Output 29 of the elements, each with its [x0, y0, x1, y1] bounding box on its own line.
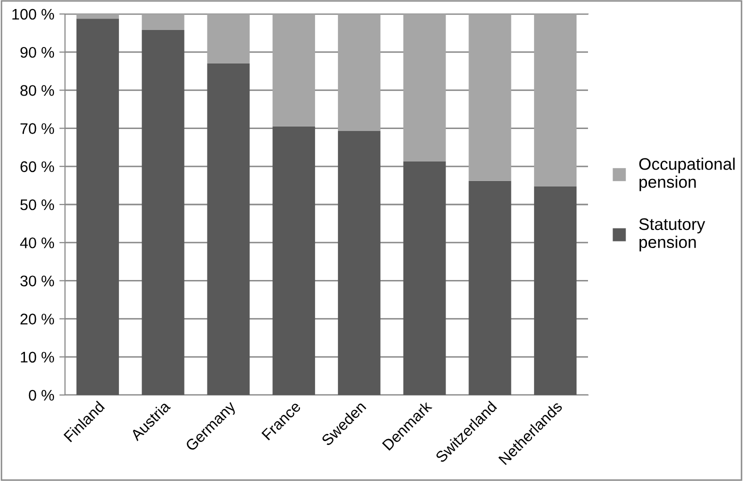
- y-tick-label: 90 %: [20, 46, 54, 58]
- y-tick-label: 20 %: [20, 314, 54, 324]
- y-tick-label: 50 %: [20, 199, 54, 210]
- bar: [468, 180, 512, 395]
- y-tick-label: 30 %: [20, 276, 54, 286]
- bar: [534, 186, 577, 395]
- bar: [142, 30, 184, 395]
- y-tick-label: 70 %: [20, 123, 54, 134]
- bar: [403, 161, 446, 395]
- bar: [76, 18, 119, 395]
- bar: [207, 64, 250, 395]
- y-tick-label: 0 %: [28, 390, 54, 401]
- y-tick-label: 100 %: [12, 8, 54, 20]
- bar: [272, 14, 316, 126]
- bar: [403, 14, 446, 162]
- bar: [207, 14, 250, 64]
- legend-label: Statutory pension: [639, 218, 706, 252]
- bar: [534, 14, 577, 186]
- y-tick-label: 10 %: [20, 352, 54, 363]
- y-tick-label: 80 %: [20, 85, 54, 96]
- y-tick-label: 60 %: [20, 161, 54, 172]
- bar: [142, 14, 184, 30]
- bar: [338, 130, 380, 395]
- bar: [338, 14, 380, 131]
- legend-label: Occupational pension: [639, 158, 735, 192]
- bar: [76, 14, 119, 19]
- y-tick-label: 40 %: [20, 237, 54, 248]
- bar: [468, 14, 512, 181]
- bar: [272, 126, 316, 395]
